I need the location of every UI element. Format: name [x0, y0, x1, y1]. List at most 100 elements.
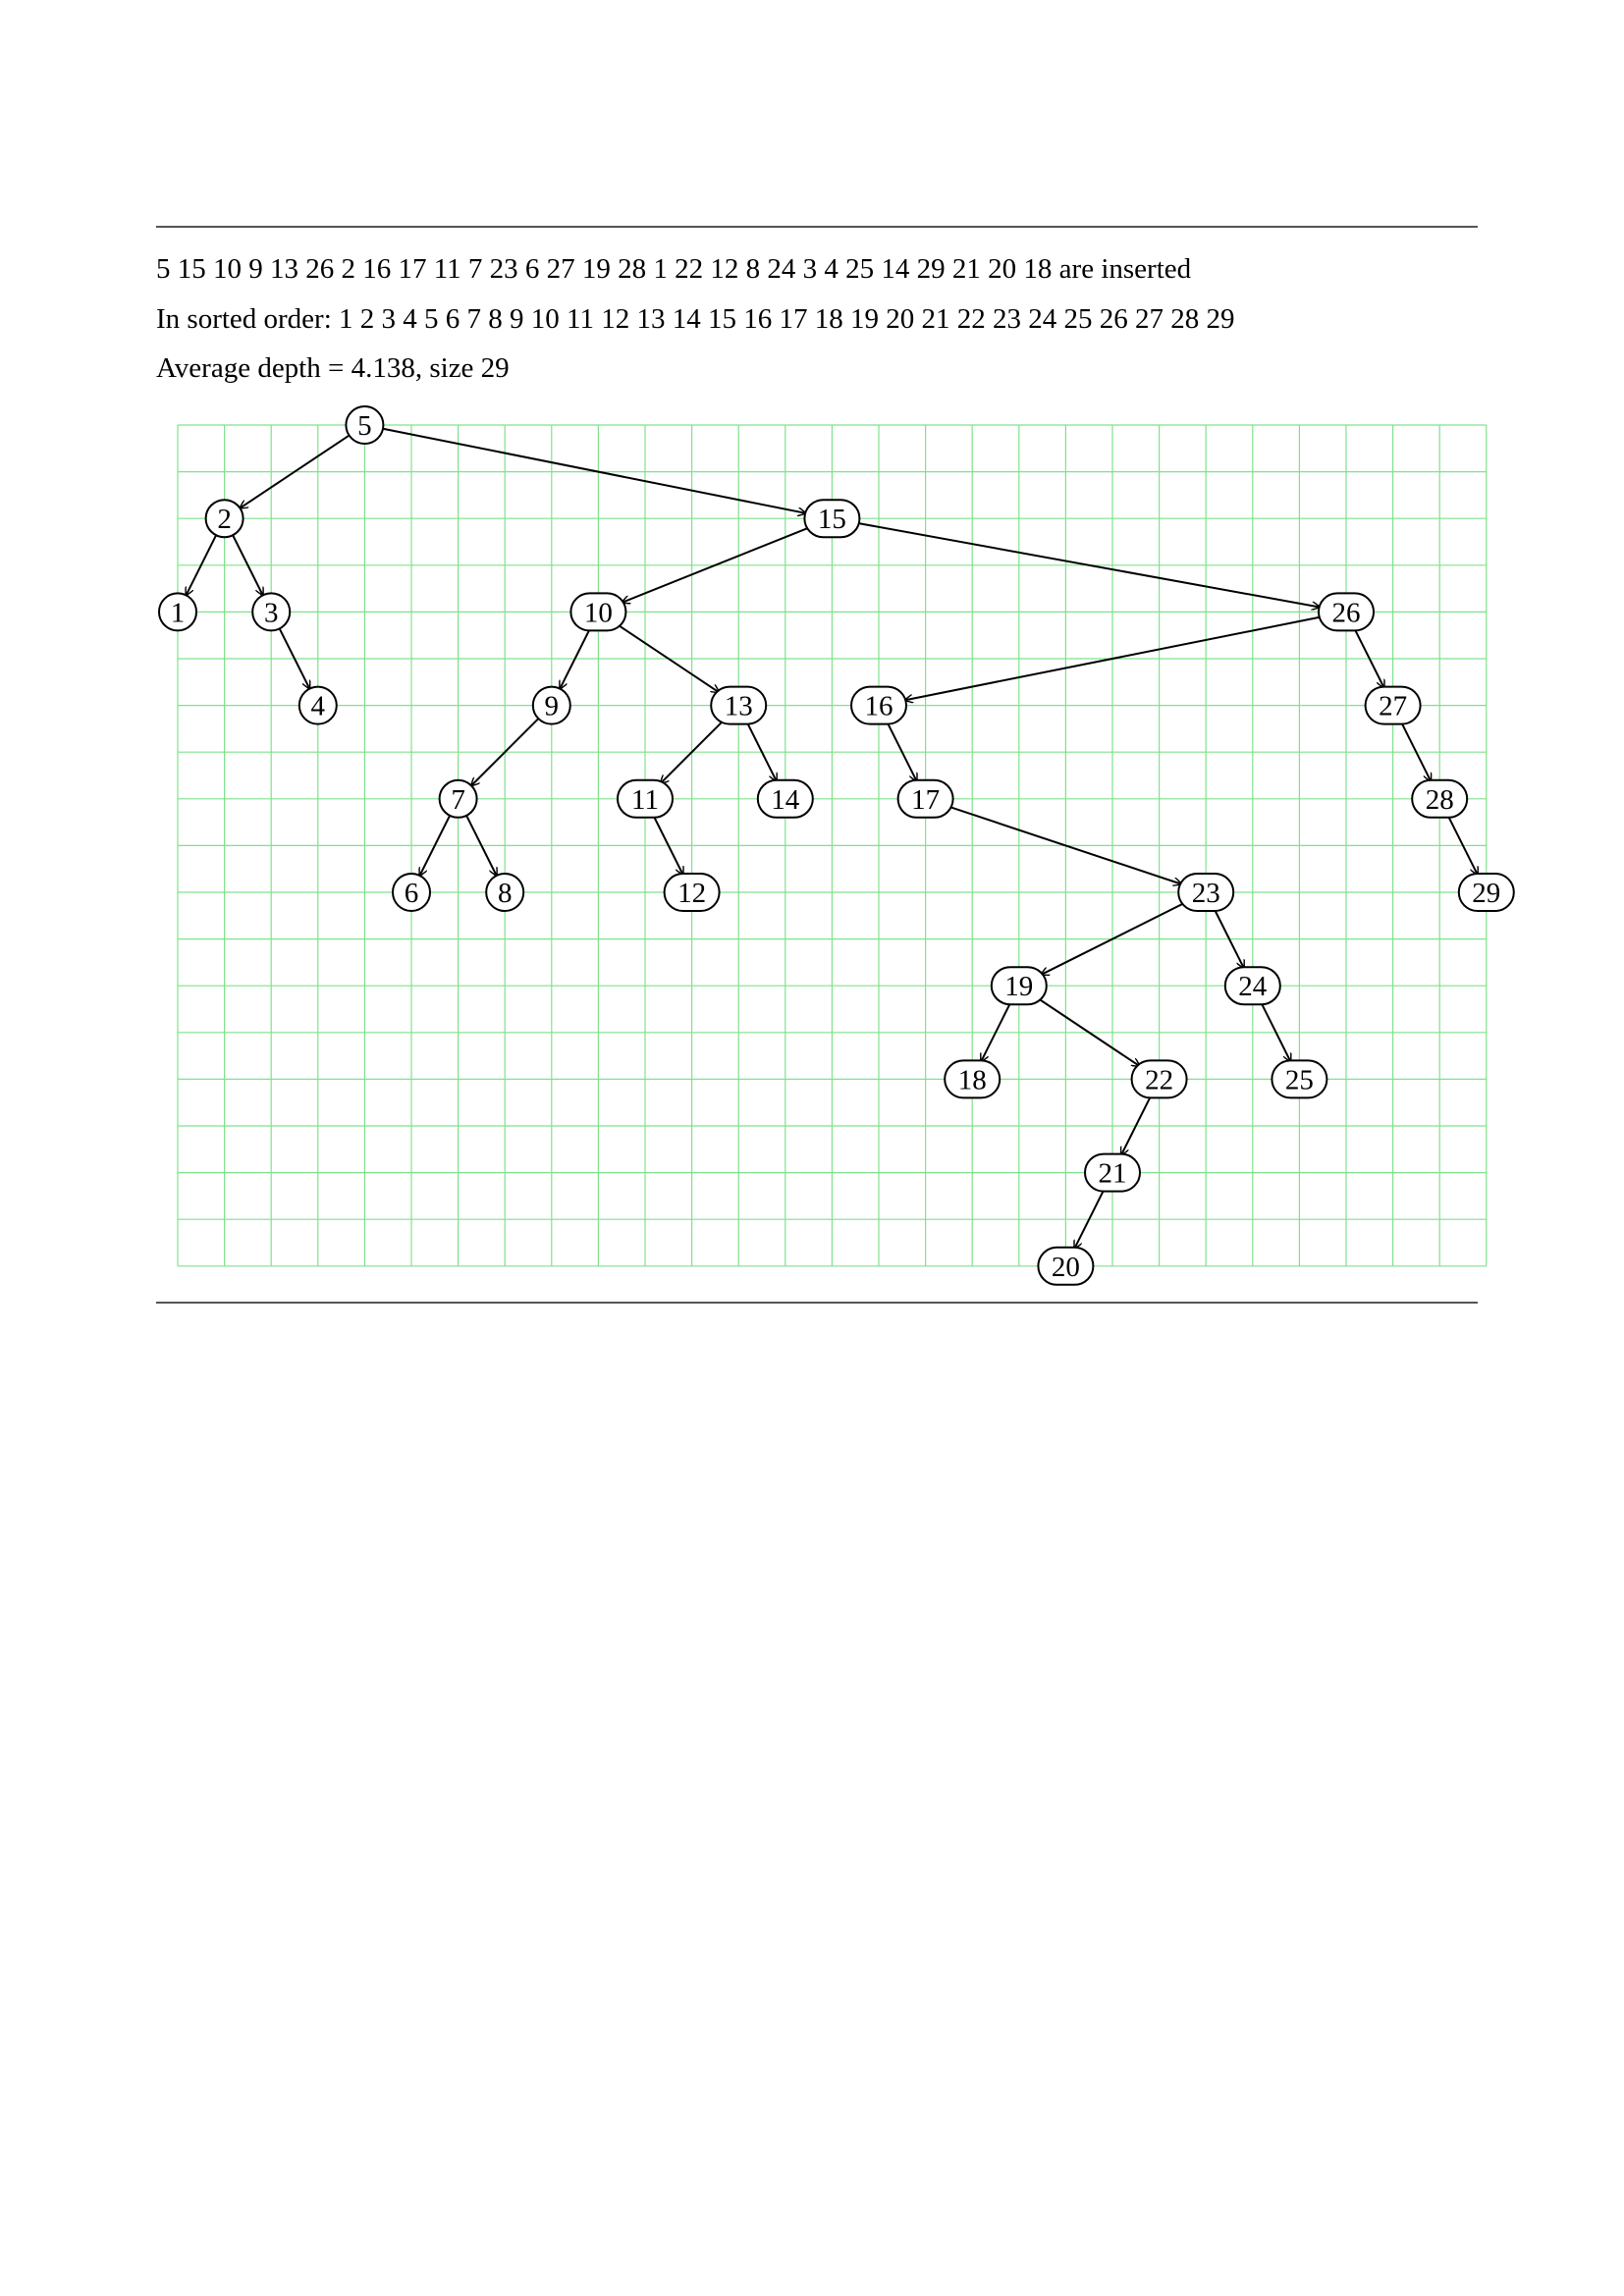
tree-node-1: 1	[158, 592, 197, 632]
bottom-rule	[156, 1302, 1478, 1304]
tree-node-11: 11	[617, 778, 674, 819]
tree-node-27: 27	[1364, 685, 1422, 725]
tree-node-label: 17	[911, 784, 940, 816]
tree-edge-15-26	[858, 522, 1320, 607]
tree-node-label: 8	[498, 878, 513, 909]
tree-edge-26-27	[1354, 628, 1384, 687]
tree-node-outline	[1271, 1059, 1328, 1099]
tree-node-14: 14	[756, 778, 814, 819]
tree-edge-27-28	[1400, 722, 1432, 781]
tree-node-label: 26	[1332, 597, 1361, 628]
tree-edge-28-29	[1447, 816, 1478, 875]
tree-node-outline	[756, 778, 814, 819]
tree-node-26: 26	[1318, 592, 1375, 632]
tree-edge-19-22	[1038, 997, 1140, 1067]
tree-node-outline	[392, 873, 431, 912]
tree-edge-9-7	[471, 718, 540, 785]
tree-node-outline	[1084, 1152, 1141, 1193]
tree-node-2: 2	[204, 499, 244, 539]
tree-edge-13-14	[746, 722, 777, 781]
tree-node-outline	[944, 1059, 1001, 1099]
tree-node-22: 22	[1130, 1059, 1188, 1099]
tree-node-9: 9	[531, 685, 571, 725]
tree-node-outline	[896, 778, 954, 819]
tree-node-label: 14	[771, 784, 800, 816]
tree-edge-7-6	[419, 815, 451, 876]
tree-node-label: 28	[1426, 784, 1454, 816]
tree-edge-24-25	[1260, 1002, 1291, 1061]
tree-edge-23-24	[1214, 909, 1244, 968]
tree-edge-2-3	[232, 534, 263, 595]
tree-node-label: 5	[357, 410, 372, 442]
tree-node-label: 3	[264, 597, 279, 628]
tree-node-label: 12	[677, 878, 706, 909]
tree-node-label: 20	[1052, 1252, 1080, 1283]
tree-node-outline	[663, 873, 721, 912]
tree-edge-23-19	[1041, 902, 1185, 975]
tree-edge-17-23	[949, 806, 1181, 883]
tree-node-label: 10	[584, 597, 613, 628]
tree-node-18: 18	[944, 1059, 1001, 1099]
tree-node-outline	[617, 778, 674, 819]
tree-node-12: 12	[663, 873, 721, 912]
tree-edge-13-11	[661, 720, 725, 783]
tree-edge-26-16	[905, 615, 1321, 700]
tree-edge-11-12	[653, 816, 683, 875]
tree-node-label: 7	[451, 784, 465, 816]
tree-edge-5-15	[382, 427, 806, 513]
tree-node-23: 23	[1177, 873, 1235, 912]
tree-node-13: 13	[710, 685, 768, 725]
tree-node-outline	[850, 685, 907, 725]
tree-node-25: 25	[1271, 1059, 1328, 1099]
tree-node-21: 21	[1084, 1152, 1141, 1193]
tree-node-outline	[569, 592, 627, 632]
inserted-sequence-text: 5 15 10 9 13 26 2 16 17 11 7 23 6 27 19 …	[156, 253, 1192, 285]
tree-node-outline	[1177, 873, 1235, 912]
tree-node-10: 10	[569, 592, 627, 632]
tree-edge-2-1	[186, 534, 217, 595]
tree-edge-15-10	[623, 526, 809, 603]
tree-node-4: 4	[298, 685, 338, 725]
tree-node-label: 13	[725, 691, 753, 722]
tree-node-16: 16	[850, 685, 907, 725]
tree-node-outline	[1223, 966, 1281, 1006]
tree-node-outline	[1457, 873, 1515, 912]
tree-node-label: 21	[1099, 1158, 1127, 1190]
tree-node-label: 6	[405, 878, 419, 909]
tree-node-label: 15	[818, 504, 846, 535]
tree-node-label: 24	[1238, 971, 1268, 1002]
tree-node-outline	[710, 685, 768, 725]
tree-edges	[186, 427, 1478, 1249]
tree-node-label: 27	[1379, 691, 1407, 722]
tree-node-outline	[438, 778, 478, 819]
tree-edge-19-18	[981, 1002, 1011, 1061]
tree-node-outline	[204, 499, 244, 539]
tree-node-label: 23	[1192, 878, 1220, 909]
background-grid	[177, 424, 1488, 1267]
tree-edge-21-20	[1074, 1190, 1105, 1249]
tree-node-label: 25	[1285, 1064, 1314, 1095]
tree-node-24: 24	[1223, 966, 1281, 1006]
tree-stats-text: Average depth = 4.138, size 29	[156, 352, 510, 384]
tree-node-5: 5	[345, 405, 385, 445]
tree-node-label: 2	[217, 504, 232, 535]
tree-node-label: 22	[1145, 1064, 1173, 1095]
tree-node-8: 8	[485, 873, 525, 912]
tree-edge-3-4	[278, 627, 310, 688]
tree-node-outline	[1411, 778, 1469, 819]
tree-node-3: 3	[251, 592, 292, 632]
tree-node-label: 18	[958, 1064, 987, 1095]
tree-node-outline	[1364, 685, 1422, 725]
tree-node-6: 6	[392, 873, 431, 912]
tree-node-outline	[1130, 1059, 1188, 1099]
tree-edge-10-13	[617, 623, 719, 693]
tree-node-outline	[990, 966, 1048, 1006]
tree-node-28: 28	[1411, 778, 1469, 819]
tree-node-outline	[251, 592, 292, 632]
tree-node-outline	[485, 873, 525, 912]
tree-node-outline	[158, 592, 197, 632]
tree-edge-16-17	[887, 722, 917, 781]
tree-node-outline	[298, 685, 338, 725]
